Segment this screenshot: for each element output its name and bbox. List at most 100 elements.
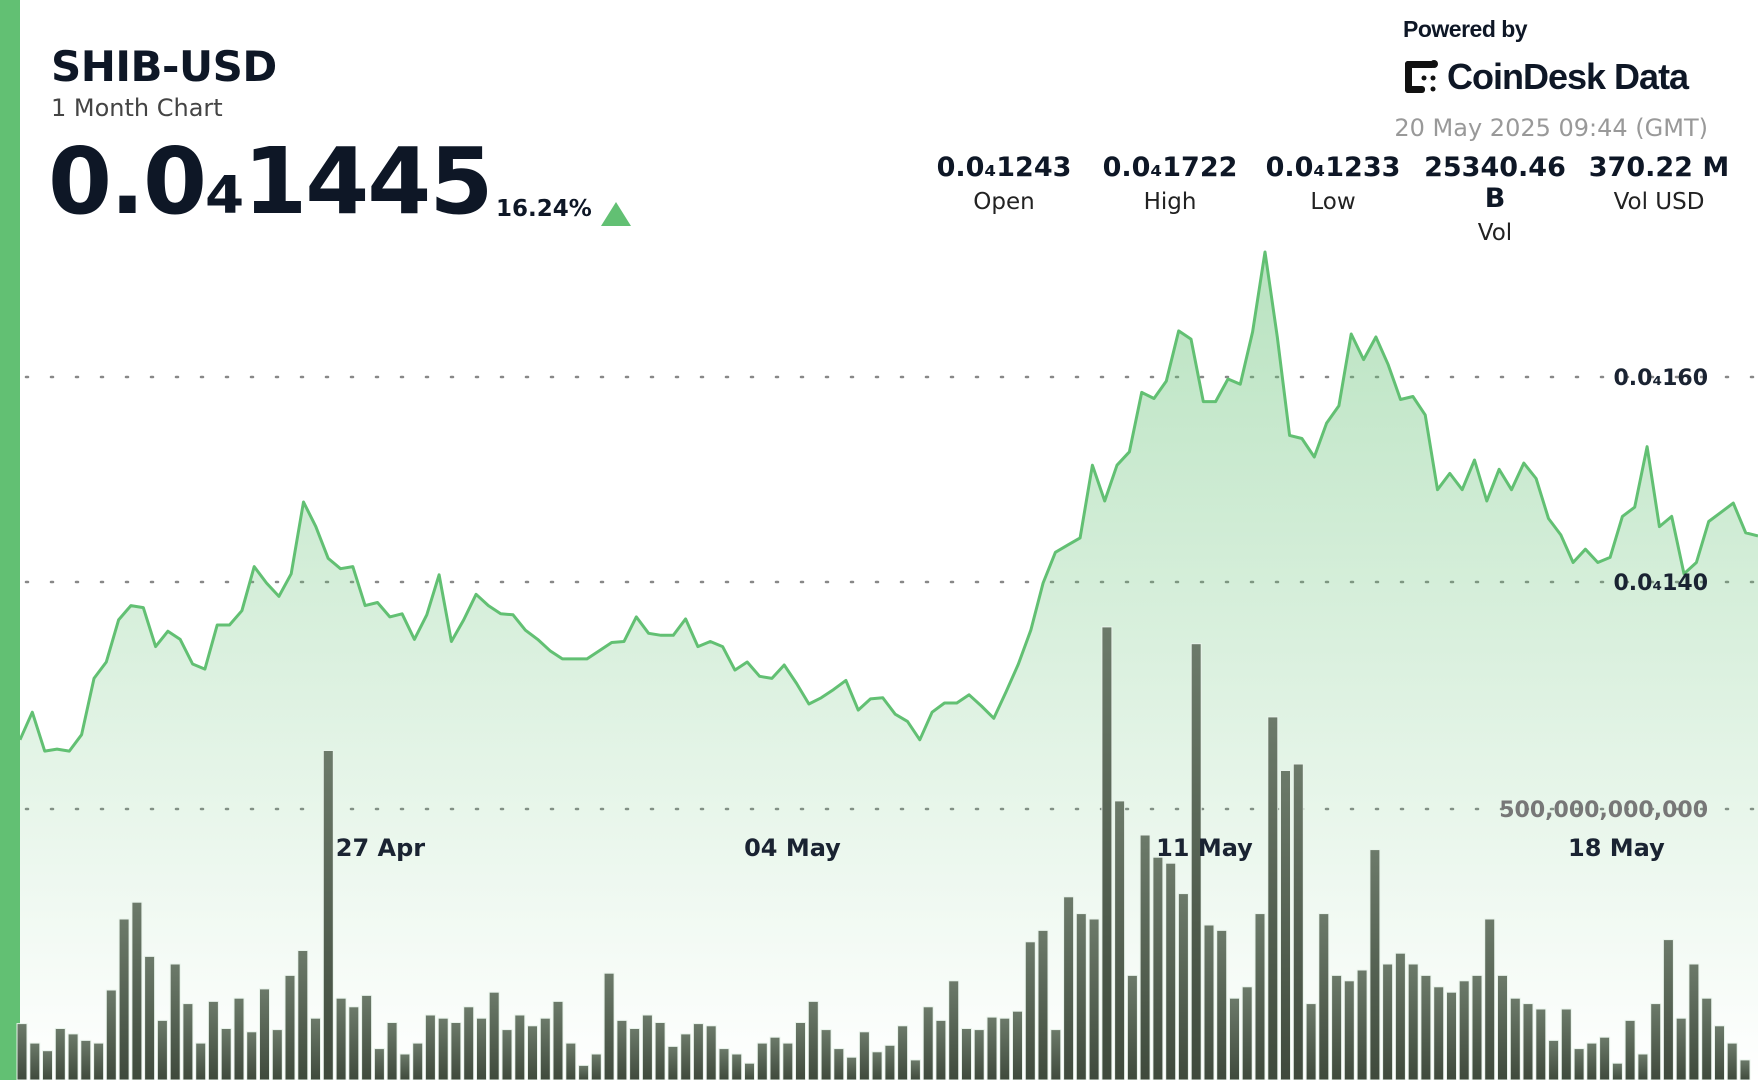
volume-bar bbox=[1624, 1019, 1636, 1080]
volume-bar bbox=[1420, 974, 1432, 1080]
volume-bar bbox=[169, 963, 181, 1080]
volume-bar bbox=[399, 1053, 411, 1080]
volume-bar bbox=[246, 1031, 258, 1080]
volume-bar bbox=[1535, 1008, 1547, 1080]
volume-bar bbox=[476, 1017, 487, 1080]
volume-bar bbox=[1509, 997, 1521, 1080]
pair-title: SHIB-USD bbox=[51, 42, 277, 91]
volume-bar bbox=[961, 1028, 972, 1080]
volume-bar bbox=[1037, 929, 1049, 1080]
volume-bar bbox=[1050, 1029, 1062, 1080]
volume-bar bbox=[386, 1022, 398, 1080]
powered-by: Powered by bbox=[1403, 16, 1528, 42]
volume-bar bbox=[1637, 1053, 1649, 1080]
coindesk-logo: CoinDesk Data bbox=[1403, 56, 1689, 98]
volume-bar bbox=[539, 1017, 551, 1080]
stat-value: 0.0₄1722 bbox=[1102, 152, 1238, 183]
volume-bar bbox=[220, 1028, 232, 1080]
date-tick-label: 11 May bbox=[1156, 834, 1253, 862]
volume-bar bbox=[616, 1019, 628, 1080]
volume-bar bbox=[233, 997, 245, 1080]
volume-bar bbox=[1075, 913, 1087, 1080]
volume-bar bbox=[884, 1044, 896, 1080]
volume-bar bbox=[1292, 763, 1304, 1080]
date-tick-label: 27 Apr bbox=[336, 834, 426, 862]
date-tick-label: 18 May bbox=[1568, 834, 1665, 862]
stat-open: 0.0₄1243 Open bbox=[919, 152, 1089, 215]
volume-bar bbox=[833, 1048, 845, 1080]
price-tick-label: 0.0₄140 bbox=[1613, 571, 1708, 596]
volume-bar bbox=[1739, 1059, 1751, 1080]
volume-bar bbox=[1241, 986, 1253, 1080]
volume-bar bbox=[514, 1014, 526, 1080]
volume-bar bbox=[1229, 997, 1240, 1080]
volume-bar bbox=[1356, 969, 1368, 1080]
volume-bar bbox=[897, 1025, 909, 1080]
volume-bar bbox=[118, 918, 130, 1080]
volume-bar bbox=[80, 1039, 92, 1080]
stat-label: High bbox=[1143, 189, 1197, 215]
volume-bar bbox=[450, 1022, 462, 1080]
volume-bar bbox=[1063, 896, 1075, 1080]
volume-bar bbox=[322, 750, 334, 1080]
volume-bar bbox=[348, 1006, 360, 1080]
stat-high: 0.0₄1722 High bbox=[1085, 152, 1255, 215]
price-tick-label: 0.0₄160 bbox=[1613, 366, 1708, 391]
volume-bar bbox=[935, 1019, 947, 1080]
stat-volume-usd: 370.22 M Vol USD bbox=[1574, 152, 1744, 215]
volume-bar bbox=[846, 1056, 858, 1080]
volume-bar bbox=[667, 1045, 679, 1080]
volume-bar bbox=[858, 1031, 870, 1080]
volume-bar bbox=[756, 1042, 768, 1080]
volume-bar bbox=[948, 980, 960, 1080]
volume-bar bbox=[1394, 952, 1406, 1080]
price-area-fill bbox=[20, 252, 1758, 1080]
volume-bar bbox=[1177, 893, 1189, 1080]
volume-bar bbox=[1024, 941, 1036, 1080]
stat-value: 370.22 M bbox=[1588, 152, 1730, 183]
volume-bar bbox=[16, 1023, 28, 1080]
volume-bar bbox=[1560, 1008, 1572, 1080]
volume-bar bbox=[731, 1053, 743, 1080]
logo-text: CoinDesk Data bbox=[1447, 56, 1689, 97]
volume-bar bbox=[1305, 1003, 1317, 1080]
volume-bar bbox=[1548, 1039, 1560, 1080]
volume-bar bbox=[986, 1016, 998, 1080]
volume-bar bbox=[654, 1022, 666, 1080]
volume-bar bbox=[1267, 716, 1279, 1080]
price-change: 16.24% bbox=[496, 196, 592, 222]
volume-bar bbox=[973, 1029, 985, 1080]
volume-bar bbox=[29, 1042, 41, 1080]
volume-bar bbox=[144, 955, 156, 1080]
stat-label: Vol bbox=[1477, 220, 1513, 246]
volume-bar bbox=[1101, 626, 1113, 1080]
volume-bar bbox=[1318, 913, 1330, 1080]
volume-bar bbox=[271, 1029, 283, 1080]
accent-stripe bbox=[0, 0, 20, 1080]
volume-bar bbox=[1599, 1036, 1611, 1080]
volume-bar bbox=[131, 901, 143, 1080]
volume-bar bbox=[807, 1000, 819, 1080]
volume-bar bbox=[1611, 1062, 1623, 1080]
price-line bbox=[18, 250, 1758, 753]
volume-bar bbox=[182, 1003, 194, 1080]
volume-bar bbox=[552, 1000, 564, 1080]
volume-bar bbox=[744, 1062, 755, 1080]
volume-bar bbox=[501, 1029, 513, 1080]
volume-bar bbox=[590, 1053, 602, 1080]
volume-bar bbox=[1433, 986, 1445, 1080]
volume-bar bbox=[641, 1014, 653, 1080]
volume-bar bbox=[1573, 1048, 1585, 1080]
volume-bar bbox=[909, 1059, 921, 1080]
volume-bar bbox=[1280, 770, 1291, 1080]
volume-bar bbox=[412, 1042, 424, 1080]
volume-bar bbox=[1369, 849, 1381, 1080]
timestamp: 20 May 2025 09:44 (GMT) bbox=[1394, 114, 1708, 142]
volume-bar bbox=[1586, 1042, 1598, 1080]
volume-bar bbox=[629, 1028, 641, 1080]
volume-bar bbox=[1088, 918, 1100, 1080]
volume-bar bbox=[1331, 974, 1343, 1080]
volume-bar bbox=[565, 1042, 577, 1080]
volume-bar bbox=[1152, 856, 1164, 1080]
